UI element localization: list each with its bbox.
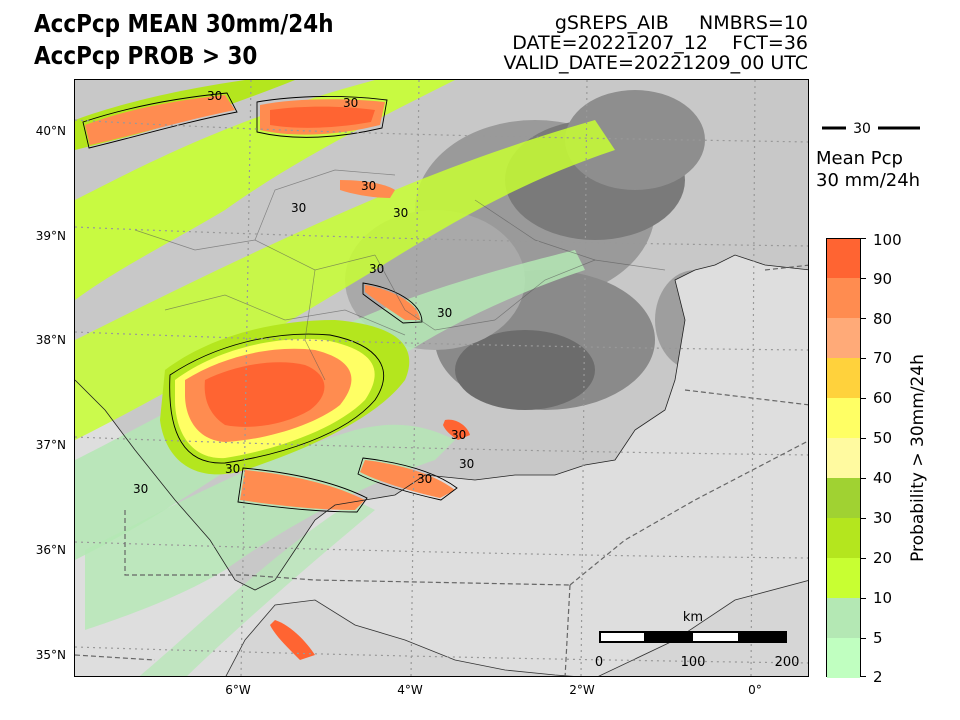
colorbar-segment xyxy=(827,478,860,518)
colorbar-tickmark xyxy=(861,358,866,359)
contour-label: 30 xyxy=(437,306,452,320)
colorbar-tick-label: 10 xyxy=(873,589,893,607)
coastline xyxy=(75,254,808,591)
africa-coastline xyxy=(225,580,808,676)
colorbar-segment xyxy=(827,518,860,558)
contour-label: 30 xyxy=(291,201,306,215)
title-line-1: AccPcp MEAN 30mm/24h xyxy=(34,9,334,38)
contour-legend-line: 30 xyxy=(822,121,920,137)
legend-mean-line-2: 30 mm/24h xyxy=(816,170,921,191)
scale-bar-unit: km xyxy=(683,610,703,625)
contour-label: 30 xyxy=(361,179,376,193)
lat-label: 38°N xyxy=(35,333,66,347)
contour-30mm xyxy=(82,92,458,513)
colorbar-tickmark xyxy=(861,278,866,279)
colorbar-tick-label: 70 xyxy=(873,349,893,367)
title-line-2: AccPcp PROB > 30 xyxy=(34,41,258,70)
contour-label: 30 xyxy=(417,472,432,486)
colorbar-tick-label: 50 xyxy=(873,429,893,447)
colorbar-tickmark xyxy=(861,638,866,639)
meta-date: DATE=20221207_12 FCT=36 xyxy=(512,32,808,54)
legend-mean-line-1: Mean Pcp xyxy=(816,148,903,169)
africa-coast-east xyxy=(599,580,808,676)
colorbar-segment xyxy=(827,558,860,598)
lon-label: 0° xyxy=(748,683,762,697)
colorbar-segment xyxy=(827,278,860,318)
colorbar-segment xyxy=(827,358,860,398)
contour-label: 30 xyxy=(133,482,148,496)
lat-label: 40°N xyxy=(35,124,66,138)
precipitation-map[interactable]: 30 30 30 30 30 30 30 30 30 30 30 30 km 0… xyxy=(74,79,809,677)
colorbar-tickmark xyxy=(861,238,866,239)
colorbar-tick-label: 2 xyxy=(873,668,883,686)
scale-bar: km 0 100 200 xyxy=(595,610,800,670)
lat-label: 37°N xyxy=(35,438,66,452)
precip-probability-bands xyxy=(75,80,615,676)
contour-label: 30 xyxy=(459,457,474,471)
colorbar-tick-label: 100 xyxy=(873,231,902,249)
lon-label: 4°W xyxy=(397,683,423,697)
contour-label: 30 xyxy=(225,462,240,476)
colorbar-tickmark xyxy=(861,318,866,319)
contour-label: 30 xyxy=(451,428,466,442)
colorbar-segment xyxy=(827,598,860,638)
probability-colorbar xyxy=(826,238,861,678)
meta-members: gSREPS_AIB NMBRS=10 xyxy=(554,12,808,34)
colorbar-segment xyxy=(827,638,860,678)
colorbar-tick-label: 60 xyxy=(873,389,893,407)
lat-label: 39°N xyxy=(35,229,66,243)
colorbar-tickmark xyxy=(861,478,866,479)
colorbar-segment xyxy=(827,398,860,438)
lon-label: 6°W xyxy=(225,683,251,697)
contour-label: 30 xyxy=(207,89,222,103)
contour-label: 30 xyxy=(343,96,358,110)
colorbar-tick-label: 30 xyxy=(873,509,893,527)
colorbar-segment xyxy=(827,438,860,478)
legend-mean-label: Mean Pcp 30 mm/24h xyxy=(816,148,920,192)
colorbar-tickmark xyxy=(861,398,866,399)
contour-label: 30 xyxy=(369,262,384,276)
lat-label: 35°N xyxy=(35,648,66,662)
colorbar-tickmark xyxy=(861,518,866,519)
colorbar-tickmark xyxy=(861,598,866,599)
colorbar-segment xyxy=(827,318,860,358)
colorbar-tick-label: 40 xyxy=(873,469,893,487)
admin-borders xyxy=(134,169,666,381)
colorbar-tick-label: 5 xyxy=(873,629,883,647)
scale-bar-tick: 100 xyxy=(681,655,706,670)
maritime-boundaries xyxy=(75,264,808,676)
legend-line-label: 30 xyxy=(853,121,871,137)
lat-label: 36°N xyxy=(35,543,66,557)
contour-label: 30 xyxy=(393,206,408,220)
scale-bar-tick: 200 xyxy=(775,655,800,670)
colorbar-tickmark xyxy=(861,676,866,677)
colorbar-tickmark xyxy=(861,558,866,559)
colorbar-tick-label: 20 xyxy=(873,549,893,567)
colorbar-tick-label: 80 xyxy=(873,310,893,328)
lon-label: 2°W xyxy=(569,683,595,697)
colorbar-tick-label: 90 xyxy=(873,270,893,288)
colorbar-segment xyxy=(827,239,860,278)
scale-bar-tick: 0 xyxy=(595,655,603,670)
meta-valid-date: VALID_DATE=20221209_00 UTC xyxy=(503,52,808,74)
colorbar-title: Probability > 30mm/24h xyxy=(908,354,928,562)
contour-labels: 30 30 30 30 30 30 30 30 30 30 30 30 xyxy=(133,89,474,496)
colorbar-tickmark xyxy=(861,438,866,439)
graticule xyxy=(75,80,808,676)
map-canvas: 30 30 30 30 30 30 30 30 30 30 30 30 km 0… xyxy=(75,80,808,676)
